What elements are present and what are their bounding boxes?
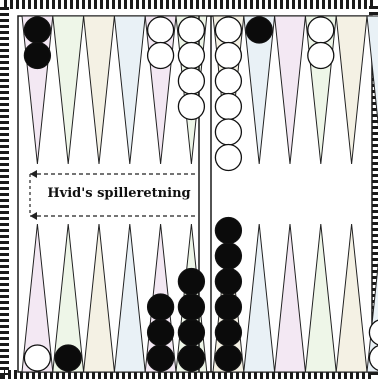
bottom-point — [304, 223, 337, 373]
black-checker — [214, 267, 243, 296]
top-point — [83, 15, 115, 165]
white-checker — [214, 16, 243, 44]
top-point — [113, 15, 146, 165]
black-checker — [214, 242, 243, 270]
arrowhead-top — [30, 170, 37, 178]
white-checker — [214, 118, 243, 146]
white-checker — [177, 16, 206, 44]
top-point — [274, 15, 306, 165]
black-checker — [23, 16, 52, 44]
top-point — [335, 15, 368, 165]
white-checker — [177, 41, 206, 70]
black-checker — [214, 344, 243, 372]
black-checker — [214, 216, 243, 245]
white-checker — [214, 92, 243, 121]
direction-arrow — [29, 170, 196, 220]
black-checker — [245, 16, 273, 44]
white-checker — [307, 41, 335, 70]
bottom-point — [335, 223, 368, 373]
black-checker — [177, 318, 206, 347]
bottom-point — [113, 223, 146, 373]
white-checker — [307, 16, 335, 44]
arrowhead-bottom — [30, 212, 37, 220]
direction-label: Hvid's spilleretning — [44, 186, 194, 201]
black-checker — [146, 318, 175, 347]
bottom-point — [83, 223, 115, 373]
white-checker — [214, 41, 243, 70]
white-checker — [146, 16, 175, 44]
black-checker — [146, 293, 175, 321]
white-checker — [23, 344, 52, 372]
white-checker — [146, 41, 175, 70]
top-point — [366, 15, 378, 127]
black-checker — [177, 293, 206, 321]
black-checker — [214, 318, 243, 347]
white-checker — [214, 143, 243, 172]
bottom-point — [52, 223, 85, 373]
top-point — [243, 15, 276, 165]
black-checker — [177, 344, 206, 372]
black-checker — [23, 41, 52, 70]
black-checker — [177, 267, 206, 296]
black-checker — [146, 344, 175, 372]
white-checker — [368, 319, 378, 346]
white-checker — [214, 67, 243, 95]
bottom-point — [366, 261, 378, 373]
bottom-point — [243, 223, 276, 373]
top-point — [52, 15, 85, 165]
black-checker — [214, 293, 243, 321]
bottom-point — [21, 223, 54, 373]
checkers — [23, 16, 378, 372]
white-checker — [177, 67, 206, 95]
black-checker — [54, 344, 82, 372]
white-checker — [368, 345, 378, 371]
white-checker — [177, 92, 206, 121]
bottom-point — [274, 223, 306, 373]
